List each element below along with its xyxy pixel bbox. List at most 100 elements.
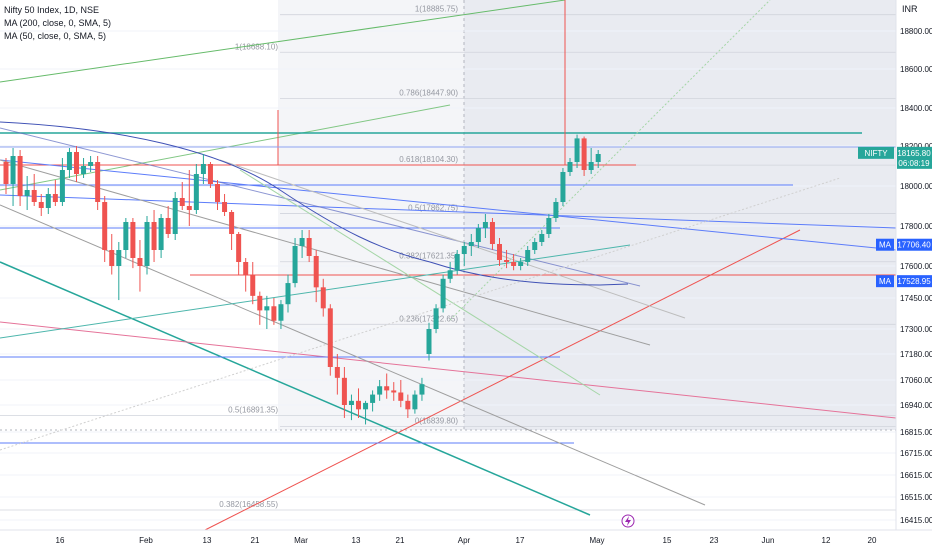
x-tick-label: 23 (710, 536, 719, 545)
candle-5 (38, 194, 44, 216)
candle-65 (461, 242, 467, 266)
y-tick-label: 17800.00 (900, 222, 932, 231)
range-shading-left (278, 0, 464, 430)
candle-30 (215, 180, 220, 210)
candle-59 (419, 377, 425, 401)
range-shading-right (464, 0, 896, 430)
x-tick-label: 21 (251, 536, 260, 545)
candle-3 (24, 176, 30, 210)
candle-44 (313, 250, 319, 303)
price-label-2: MA 17528.95 (876, 275, 932, 288)
ma50-legend[interactable]: MA (50, close, 0, SMA, 5) (4, 31, 107, 41)
gray-channel-3 (239, 169, 601, 396)
candle-72 (511, 254, 517, 271)
price-label-value: 18165.80 (897, 149, 931, 158)
candle-56 (398, 380, 404, 408)
candle-18 (130, 218, 136, 269)
candle-14 (102, 196, 108, 262)
y-tick-label: 16815.00 (900, 428, 932, 437)
x-tick-label: Apr (458, 536, 471, 545)
candle-45 (320, 278, 326, 317)
y-tick-label: 16940.00 (900, 401, 932, 410)
price-label-tag: MA (879, 277, 892, 286)
lightning-icon[interactable] (621, 514, 635, 528)
candle-53 (377, 380, 383, 401)
price-label-value: 17706.40 (897, 241, 931, 250)
candle-46 (327, 304, 333, 376)
candle-15 (109, 234, 115, 275)
candle-68 (482, 214, 488, 238)
candle-19 (137, 240, 143, 292)
candle-0 (3, 158, 9, 194)
y-tick-label: 18800.00 (900, 27, 932, 36)
gray-fan-1 (219, 159, 686, 319)
ma-200-line (0, 121, 629, 286)
y-tick-label: 16615.00 (900, 471, 932, 480)
fib-label: 0(16839.80) (415, 417, 458, 426)
y-tick-label: 18600.00 (900, 65, 932, 74)
x-tick-label: 17 (516, 536, 525, 545)
x-tick-label: 20 (868, 536, 877, 545)
x-tick-label: Jun (762, 536, 775, 545)
fib-label: 0.382(16458.55) (219, 500, 278, 509)
candle-60 (426, 322, 432, 361)
y-tick-label: 16515.00 (900, 493, 932, 502)
fib-label: 0.786(18447.90) (399, 89, 458, 98)
dotted-gray (0, 177, 841, 451)
candle-35 (250, 262, 256, 305)
candle-21 (151, 210, 157, 262)
fib-label: 0.5(16891.35) (228, 406, 278, 415)
candle-51 (363, 400, 369, 425)
candle-50 (356, 388, 361, 418)
price-label-tag: MA (879, 241, 892, 250)
candle-13 (95, 156, 101, 210)
blue-slope-1 (0, 194, 897, 229)
candle-79 (560, 168, 566, 206)
fib-label: 1(18688.10) (235, 42, 278, 51)
y-tick-label: 17450.00 (900, 294, 932, 303)
candle-39 (278, 300, 284, 329)
candle-81 (574, 134, 580, 168)
candle-77 (546, 214, 552, 238)
candle-58 (412, 390, 418, 414)
y-tick-label: 17180.00 (900, 350, 932, 359)
x-tick-label: 12 (822, 536, 831, 545)
candle-49 (348, 394, 354, 421)
candle-36 (257, 291, 263, 325)
candle-25 (179, 182, 185, 210)
ma200-legend[interactable]: MA (200, close, 0, SMA, 5) (4, 18, 112, 28)
x-tick-label: Feb (139, 536, 153, 545)
candle-64 (454, 250, 460, 275)
axis-unit-label: INR (902, 4, 918, 14)
candle-31 (222, 194, 228, 216)
candle-40 (285, 274, 291, 313)
price-label-1: MA 17706.40 (876, 238, 932, 251)
candle-8 (59, 158, 65, 206)
candle-75 (532, 238, 538, 254)
green-up-trendline (0, 0, 566, 83)
trend-lines (0, 0, 897, 531)
x-tick-label: 16 (56, 536, 65, 545)
candle-20 (144, 216, 150, 275)
price-label-value: 17528.95 (897, 277, 931, 286)
fib-label: 0.382(17621.35) (399, 252, 458, 261)
x-tick-label: 21 (396, 536, 405, 545)
red-trend-down (0, 321, 897, 419)
y-tick-label: 16715.00 (900, 449, 932, 458)
fib-label: 0.618(18104.30) (399, 155, 458, 164)
gray-channel-2 (0, 159, 651, 346)
candle-38 (271, 298, 277, 325)
y-tick-label: 18200.00 (900, 142, 932, 151)
candle-1 (10, 148, 16, 206)
candle-43 (306, 230, 312, 262)
candle-52 (370, 390, 376, 412)
candle-33 (236, 232, 242, 275)
x-tick-label: 13 (352, 536, 361, 545)
candle-73 (518, 258, 524, 271)
symbol-title[interactable]: Nifty 50 Index, 1D, NSE (4, 5, 100, 15)
teal-bottom-channel (0, 261, 591, 516)
candle-78 (553, 198, 559, 222)
